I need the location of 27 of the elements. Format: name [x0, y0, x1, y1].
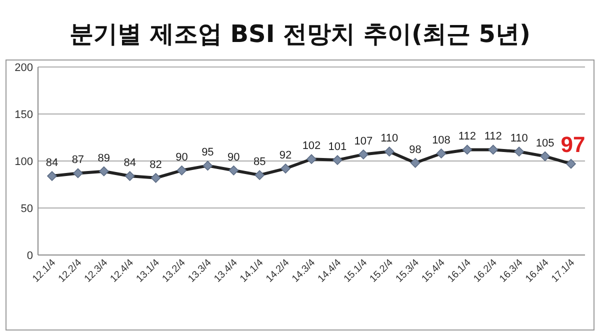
data-label: 84: [46, 157, 58, 170]
y-tick-label: 0: [26, 250, 33, 262]
data-label: 108: [432, 134, 450, 146]
data-label: 89: [98, 152, 110, 164]
y-tick-label: 200: [14, 62, 33, 74]
data-label: 112: [484, 130, 502, 143]
data-label: 97: [560, 132, 586, 157]
data-label: 90: [176, 151, 188, 164]
data-label: 82: [150, 158, 162, 171]
data-label: 87: [72, 154, 84, 166]
data-label: 95: [202, 146, 214, 159]
y-tick-label: 100: [14, 156, 33, 168]
data-label: 105: [536, 137, 554, 150]
data-label: 90: [228, 151, 240, 164]
data-label: 84: [124, 157, 136, 170]
data-label: 110: [510, 132, 528, 145]
data-label: 112: [458, 130, 476, 143]
y-tick-label: 150: [14, 109, 33, 121]
data-label: 107: [354, 135, 373, 148]
data-label: 110: [380, 132, 398, 145]
data-label: 101: [328, 141, 347, 154]
chart-title: 분기별 제조업 BSI 전망치 추이(최근 5년): [70, 20, 530, 48]
data-label: 102: [302, 140, 321, 152]
data-label: 92: [279, 150, 292, 162]
data-label: 98: [409, 144, 422, 156]
y-tick-label: 50: [20, 203, 33, 215]
data-label: 85: [253, 156, 266, 168]
